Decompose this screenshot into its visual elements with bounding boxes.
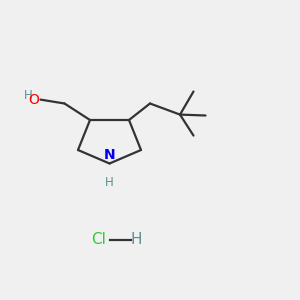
Text: N: N	[104, 148, 115, 162]
Text: O: O	[28, 93, 39, 107]
Text: Cl: Cl	[92, 232, 106, 247]
Text: H: H	[24, 89, 33, 103]
Text: H: H	[131, 232, 142, 247]
Text: H: H	[105, 176, 114, 188]
